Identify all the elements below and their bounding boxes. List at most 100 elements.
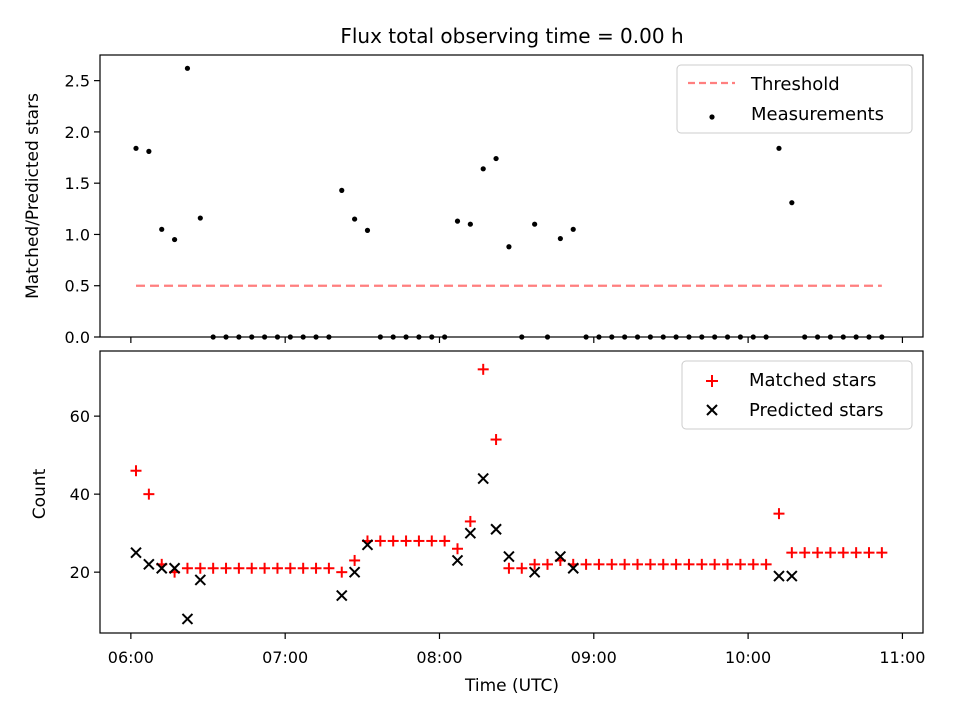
matched-stars-point — [863, 547, 875, 559]
matched-stars-point — [657, 558, 669, 570]
matched-stars-point — [747, 558, 759, 570]
matched-stars-point — [529, 558, 541, 570]
predicted-stars-point — [168, 562, 181, 574]
matched-stars-point — [683, 558, 695, 570]
matched-stars-point — [824, 547, 836, 559]
matched-stars-point — [323, 562, 335, 574]
matched-stars-point — [644, 558, 656, 570]
matched-stars-point — [490, 434, 502, 446]
y-tick-label: 2.5 — [65, 72, 90, 91]
matched-stars-point — [503, 562, 515, 574]
matched-stars-point — [734, 558, 746, 570]
matched-stars-point — [632, 558, 644, 570]
predicted-stars-point — [156, 562, 168, 574]
matched-stars-point — [130, 465, 142, 477]
measurement-point — [159, 226, 165, 232]
matched-stars-point — [760, 558, 772, 570]
measurement-point — [557, 235, 563, 242]
matched-stars-point — [310, 562, 322, 574]
measurement-point — [171, 236, 178, 243]
legend-predicted-swatch — [706, 404, 718, 416]
matched-stars-point — [194, 562, 206, 574]
bottom-plot-frame — [99, 350, 924, 634]
x-tick-label: 10:00 — [725, 648, 771, 667]
matched-stars-point — [619, 558, 631, 570]
legend-predicted-label: Predicted stars — [749, 400, 883, 421]
measurement-point — [352, 216, 358, 222]
predicted-stars-point — [786, 570, 798, 582]
y-tick-label: 2.0 — [65, 123, 90, 142]
top-y-ticks: 0.0 0.5 1.0 1.5 2.0 2.5 — [65, 72, 100, 347]
matched-stars-point — [606, 558, 618, 570]
matched-stars-point — [799, 547, 811, 559]
matched-stars-point — [464, 515, 476, 527]
x-tick-label: 09:00 — [571, 648, 617, 667]
matched-stars-point — [387, 535, 399, 547]
predicted-stars-point — [348, 566, 361, 578]
matched-stars-point — [297, 562, 309, 574]
bottom-legend-box — [681, 360, 913, 430]
x-tick-label: 07:00 — [262, 648, 308, 667]
matched-stars-point — [580, 558, 592, 570]
bottom-x-ticks: 06:00 07:00 08:00 09:00 10:00 11:00 — [108, 633, 925, 667]
bottom-y-ticks: 20 40 60 — [70, 407, 100, 582]
matched-stars-point — [143, 488, 155, 500]
matched-stars-point — [876, 547, 888, 559]
matched-stars-point — [477, 363, 489, 375]
measurement-point — [184, 65, 191, 71]
matched-stars-point — [722, 558, 734, 570]
measurement-point — [532, 221, 538, 227]
bottom-plot-area — [130, 363, 888, 625]
matched-stars-point — [349, 554, 361, 566]
predicted-stars-point — [773, 570, 785, 582]
matched-stars-point — [271, 562, 283, 574]
matched-stars-point — [181, 562, 193, 574]
predicted-stars-point — [464, 527, 477, 539]
measurement-point — [506, 244, 512, 250]
matched-stars-point — [837, 547, 849, 559]
predicted-stars-point — [554, 550, 567, 563]
matched-stars-point — [400, 535, 412, 547]
legend-measurements-label: Measurements — [751, 104, 884, 125]
predicted-stars-point — [490, 523, 502, 535]
measurement-point — [133, 145, 139, 151]
matched-stars-point — [850, 547, 862, 559]
matched-stars-point — [696, 558, 708, 570]
matched-stars-point — [284, 562, 296, 574]
top-legend: Threshold Measurements — [676, 64, 913, 134]
predicted-stars-point — [503, 550, 515, 563]
measurement-point — [467, 221, 473, 227]
matched-stars-point — [336, 566, 348, 578]
legend-matched-label: Matched stars — [749, 370, 876, 391]
x-tick-label: 06:00 — [108, 648, 154, 667]
bottom-legend: Matched stars Predicted stars — [681, 360, 913, 430]
y-tick-label: 0.0 — [65, 328, 90, 347]
x-tick-label: 08:00 — [416, 648, 462, 667]
matched-stars-point — [670, 558, 682, 570]
matched-stars-point — [374, 535, 386, 547]
measurement-point — [480, 166, 486, 172]
matched-stars-point — [426, 535, 438, 547]
matched-stars-point — [207, 562, 219, 574]
predicted-stars-point — [528, 566, 541, 578]
y-tick-label: 1.0 — [65, 225, 90, 244]
legend-threshold-label: Threshold — [750, 74, 840, 95]
measurement-point — [339, 187, 345, 193]
predicted-stars-point — [194, 574, 207, 586]
matched-stars-point — [439, 535, 451, 547]
matched-stars-point — [233, 562, 245, 574]
y-tick-label: 60 — [70, 407, 90, 426]
predicted-stars-point — [336, 589, 348, 602]
top-x-ticks — [130, 337, 904, 343]
matched-stars-point — [516, 562, 528, 574]
matched-stars-point — [220, 562, 232, 574]
matched-stars-point — [259, 562, 271, 574]
measurement-point — [454, 218, 461, 224]
predicted-stars-point — [477, 472, 489, 485]
predicted-stars-point — [451, 554, 464, 567]
predicted-stars-point — [181, 613, 194, 625]
measurement-point — [570, 226, 576, 232]
top-plot-frame — [99, 54, 924, 338]
